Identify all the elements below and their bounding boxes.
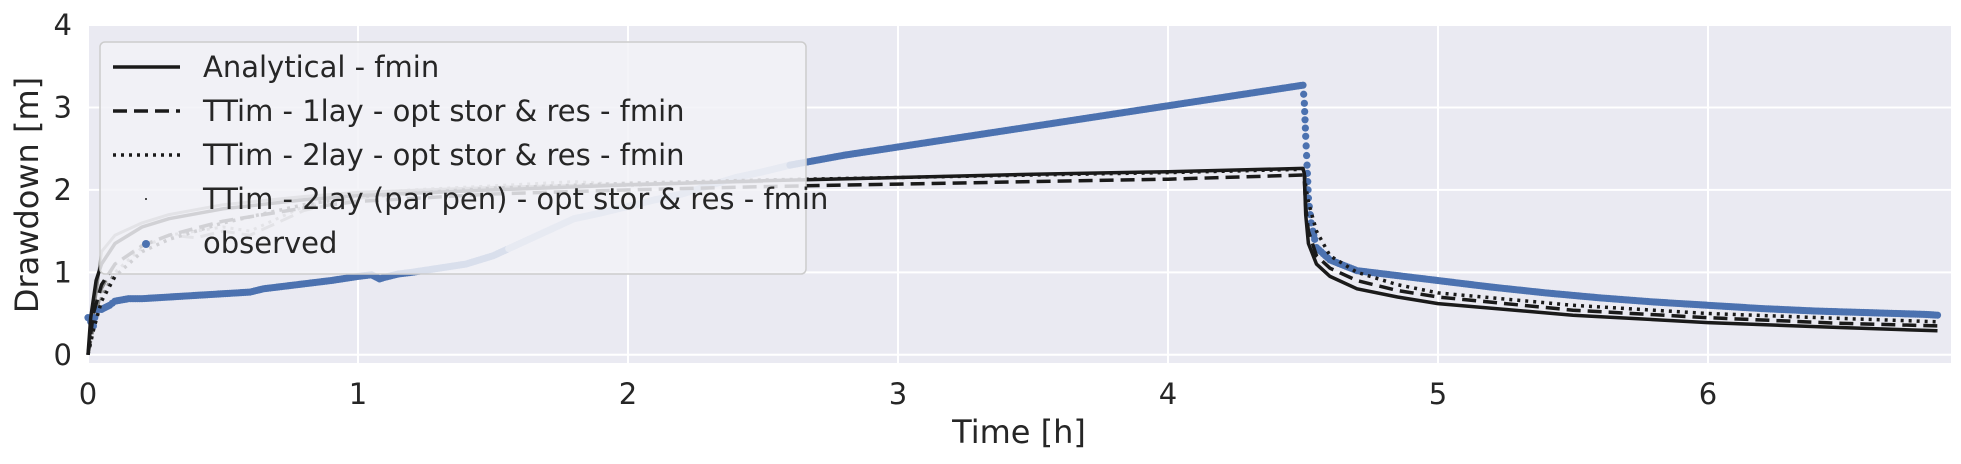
y-axis-label: Drawdown [m] bbox=[8, 77, 46, 313]
observed-marker bbox=[1303, 161, 1311, 169]
x-axis-label: Time [h] bbox=[951, 413, 1086, 451]
series-line-1 bbox=[86, 173, 1938, 356]
x-tick-label: 5 bbox=[1429, 377, 1447, 411]
y-tick-label: 1 bbox=[54, 255, 72, 289]
observed-marker bbox=[1933, 311, 1942, 319]
legend-label: observed bbox=[203, 226, 337, 260]
legend-label: TTim - 2lay - opt stor & res - fmin bbox=[202, 138, 685, 172]
y-tick-label: 2 bbox=[54, 173, 72, 207]
x-tick-label: 0 bbox=[79, 377, 97, 411]
observed-marker bbox=[91, 314, 99, 322]
observed-marker bbox=[1309, 227, 1317, 235]
legend-marker-observed bbox=[142, 240, 150, 248]
legend-marker-points bbox=[145, 198, 147, 200]
legend-box bbox=[99, 41, 807, 275]
observed-marker bbox=[1311, 235, 1319, 243]
observed-marker bbox=[1301, 116, 1309, 124]
legend: Analytical - fmin TTim - 1lay - opt stor … bbox=[99, 41, 828, 275]
legend-label: TTim - 1lay - opt stor & res - fmin bbox=[202, 94, 685, 128]
y-tick-label: 4 bbox=[54, 8, 72, 42]
observed-marker bbox=[1300, 90, 1308, 98]
observed-marker bbox=[1301, 124, 1309, 132]
observed-marker bbox=[1303, 151, 1311, 160]
observed-marker bbox=[1301, 107, 1309, 116]
observed-marker bbox=[1302, 142, 1310, 150]
y-tick-label: 0 bbox=[54, 338, 72, 372]
x-tick-label: 1 bbox=[349, 377, 367, 411]
x-tick-label: 4 bbox=[1159, 377, 1177, 411]
x-tick-label: 6 bbox=[1699, 377, 1717, 411]
legend-label: Analytical - fmin bbox=[203, 50, 439, 84]
tick-labels: 0 1 2 3 4 5 6 0 1 2 3 4 bbox=[54, 8, 1718, 411]
x-tick-label: 2 bbox=[619, 377, 637, 411]
observed-marker bbox=[1299, 81, 1307, 89]
x-tick-label: 3 bbox=[889, 377, 907, 411]
legend-label: TTim - 2lay (par pen) - opt stor & res -… bbox=[202, 182, 828, 216]
observed-marker bbox=[1302, 132, 1310, 140]
y-tick-label: 3 bbox=[54, 90, 72, 124]
observed-marker bbox=[1300, 99, 1308, 107]
